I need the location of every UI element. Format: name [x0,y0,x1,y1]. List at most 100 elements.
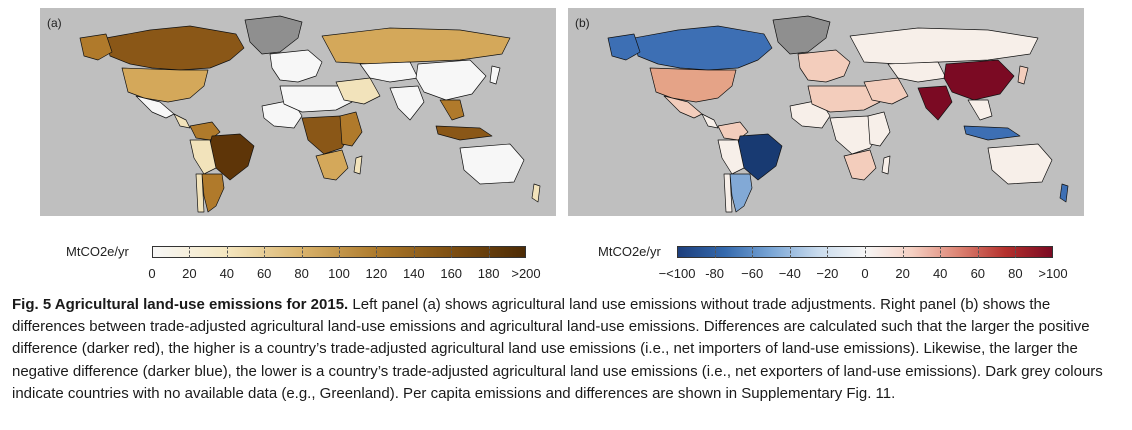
region-middle-east [863,77,909,105]
region-se-asia [967,99,993,121]
region-australia [459,143,525,185]
region-usa [121,67,209,103]
region-mexico [135,95,175,119]
legend-b: MtCO2e/yr −<100 -80 −60 −40 −20 0 20 40 60 80 >100 [568,244,1088,284]
region-russia [849,27,1039,65]
legend-tick-mark [789,246,792,258]
region-east-africa [339,111,363,147]
region-new-zealand [1059,183,1069,203]
region-india [917,85,953,121]
legend-tick-label: −20 [816,266,839,281]
region-alaska [607,33,641,61]
region-madagascar [881,155,891,175]
region-canada [633,25,773,71]
legend-tick-mark [301,246,304,258]
legend-tick-label: 40 [219,266,235,281]
world-map-b [607,15,1069,213]
legend-tick-mark [902,246,905,258]
legend-tick-label: 20 [895,266,910,281]
region-japan [489,65,501,85]
region-middle-east [335,77,381,105]
legend-tick-mark [339,246,341,258]
legend-tick-label: >100 [1038,266,1068,281]
region-se-asia [439,99,465,121]
legend-tick-label: −<100 [658,266,696,281]
region-peru-bolivia [717,139,745,175]
region-europe [269,49,323,83]
legend-tick-label: 80 [1008,266,1023,281]
region-new-zealand [531,183,541,203]
legend-tick-label: 120 [365,266,388,281]
legend-tick-label: 60 [256,266,272,281]
region-central-am [701,113,719,129]
legend-tick-mark [977,246,980,258]
legend-b-unit: MtCO2e/yr [598,244,661,259]
legend-tick-mark [827,246,829,258]
legend-tick-mark [264,246,266,258]
legend-tick-label: -80 [705,266,724,281]
region-alaska [79,33,113,61]
figure-caption: Fig. 5 Agricultural land-use emissions f… [12,294,1116,405]
region-east-africa [867,111,891,147]
legend-tick-mark [1015,246,1017,258]
legend-tick-mark [451,246,453,258]
legend-tick-label: 100 [328,266,350,281]
legend-tick-label: 0 [148,266,156,281]
region-chile [195,173,205,213]
region-peru-bolivia [189,139,217,175]
legend-tick-mark [714,246,717,258]
region-usa [649,67,737,103]
legend-tick-mark [940,246,942,258]
legend-tick-label: 180 [477,266,500,281]
region-central-am [173,113,191,129]
region-china [415,59,487,101]
legend-tick-label: 0 [861,266,869,281]
region-greenland [244,15,303,55]
region-south-africa [315,149,349,181]
legend-a: MtCO2e/yr 0 20 40 60 80 100 120 140 160 180 >200 [40,244,570,284]
legend-tick-label: 60 [970,266,986,281]
region-mexico [663,95,703,119]
region-brazil [207,133,255,181]
world-map-a [79,15,541,213]
caption-title: Fig. 5 Agricultural land-use emissions f… [12,296,349,313]
region-indonesia [963,125,1021,141]
legend-tick-mark [413,246,416,258]
region-brazil [735,133,783,181]
region-south-africa [843,149,877,181]
legend-tick-mark [488,246,491,258]
region-greenland [772,15,831,55]
region-argentina [729,173,753,213]
legend-tick-mark [376,246,378,258]
legend-tick-label: 140 [402,266,425,281]
region-argentina [201,173,225,213]
legend-tick-label: 40 [932,266,948,281]
legend-tick-label: −60 [741,266,764,281]
region-china [943,59,1015,101]
region-central-asia [887,61,947,83]
legend-tick-label: 20 [182,266,197,281]
legend-tick-mark [752,246,754,258]
legend-tick-label: 160 [440,266,463,281]
region-russia [321,27,511,65]
legend-tick-mark [865,246,867,258]
map-panel-a: (a) [40,8,556,216]
region-japan [1017,65,1029,85]
region-indonesia [435,125,493,141]
legend-tick-mark [189,246,191,258]
legend-tick-label: 80 [294,266,309,281]
region-canada [105,25,245,71]
legend-tick-mark [226,246,229,258]
map-panel-b: (b) [568,8,1084,216]
region-chile [723,173,733,213]
panel-label-b: (b) [575,16,590,30]
region-madagascar [353,155,363,175]
caption-body: Left panel (a) shows agricultural land u… [12,296,1103,402]
region-central-asia [359,61,419,83]
panel-label-a: (a) [47,16,62,30]
region-europe [797,49,851,83]
legend-tick-label: −40 [778,266,801,281]
region-india [389,85,425,121]
region-australia [987,143,1053,185]
legend-a-unit: MtCO2e/yr [66,244,129,259]
